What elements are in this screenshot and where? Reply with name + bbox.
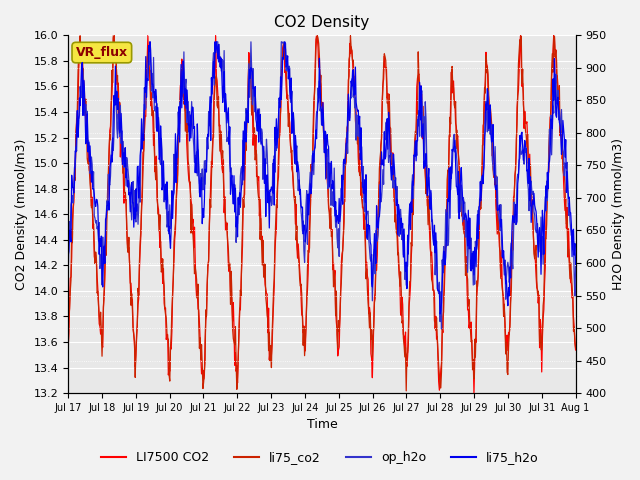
Text: VR_flux: VR_flux	[76, 46, 128, 59]
Y-axis label: CO2 Density (mmol/m3): CO2 Density (mmol/m3)	[15, 139, 28, 290]
Title: CO2 Density: CO2 Density	[275, 15, 369, 30]
Legend: LI7500 CO2, li75_co2, op_h2o, li75_h2o: LI7500 CO2, li75_co2, op_h2o, li75_h2o	[96, 446, 544, 469]
X-axis label: Time: Time	[307, 419, 337, 432]
Y-axis label: H2O Density (mmol/m3): H2O Density (mmol/m3)	[612, 138, 625, 290]
